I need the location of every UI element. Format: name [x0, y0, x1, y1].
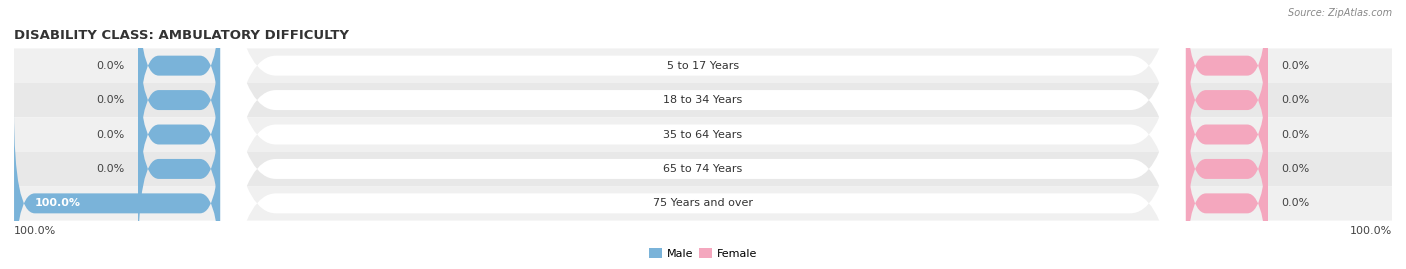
FancyBboxPatch shape: [221, 0, 1185, 269]
FancyBboxPatch shape: [14, 117, 1392, 152]
Text: 0.0%: 0.0%: [96, 129, 124, 140]
FancyBboxPatch shape: [14, 152, 1392, 186]
FancyBboxPatch shape: [138, 76, 221, 262]
Text: 35 to 64 Years: 35 to 64 Years: [664, 129, 742, 140]
Text: 0.0%: 0.0%: [96, 164, 124, 174]
Text: 75 Years and over: 75 Years and over: [652, 198, 754, 208]
Text: 0.0%: 0.0%: [1282, 129, 1310, 140]
Text: DISABILITY CLASS: AMBULATORY DIFFICULTY: DISABILITY CLASS: AMBULATORY DIFFICULTY: [14, 29, 349, 42]
Text: 0.0%: 0.0%: [1282, 61, 1310, 71]
FancyBboxPatch shape: [1185, 110, 1268, 269]
Text: 100.0%: 100.0%: [14, 226, 56, 236]
Text: 0.0%: 0.0%: [96, 95, 124, 105]
FancyBboxPatch shape: [14, 186, 1392, 221]
FancyBboxPatch shape: [221, 0, 1185, 269]
FancyBboxPatch shape: [138, 7, 221, 193]
FancyBboxPatch shape: [1185, 0, 1268, 159]
Text: 100.0%: 100.0%: [35, 198, 80, 208]
Text: 0.0%: 0.0%: [96, 61, 124, 71]
Text: 100.0%: 100.0%: [1350, 226, 1392, 236]
FancyBboxPatch shape: [221, 0, 1185, 269]
Legend: Male, Female: Male, Female: [644, 244, 762, 263]
FancyBboxPatch shape: [221, 0, 1185, 269]
FancyBboxPatch shape: [14, 110, 221, 269]
FancyBboxPatch shape: [1185, 7, 1268, 193]
FancyBboxPatch shape: [1185, 76, 1268, 262]
FancyBboxPatch shape: [138, 41, 221, 228]
Text: 0.0%: 0.0%: [1282, 198, 1310, 208]
Text: 65 to 74 Years: 65 to 74 Years: [664, 164, 742, 174]
Text: 0.0%: 0.0%: [1282, 164, 1310, 174]
Text: 5 to 17 Years: 5 to 17 Years: [666, 61, 740, 71]
Text: 0.0%: 0.0%: [1282, 95, 1310, 105]
Text: Source: ZipAtlas.com: Source: ZipAtlas.com: [1288, 8, 1392, 18]
FancyBboxPatch shape: [14, 83, 1392, 117]
FancyBboxPatch shape: [221, 0, 1185, 269]
FancyBboxPatch shape: [138, 0, 221, 159]
FancyBboxPatch shape: [1185, 41, 1268, 228]
Text: 18 to 34 Years: 18 to 34 Years: [664, 95, 742, 105]
FancyBboxPatch shape: [14, 48, 1392, 83]
